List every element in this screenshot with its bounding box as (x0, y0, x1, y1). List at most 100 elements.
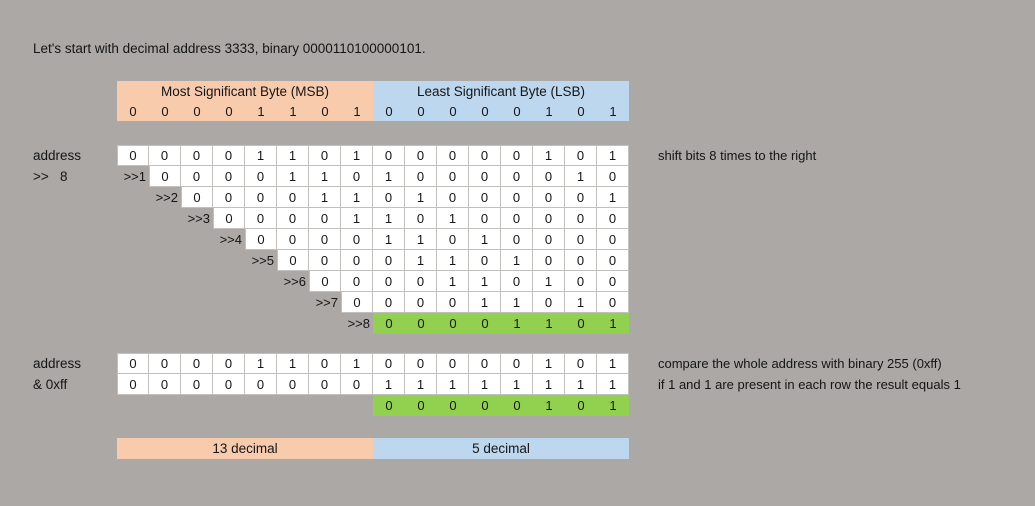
bit-cell: 1 (341, 353, 373, 374)
bit-cell: 0 (213, 101, 245, 121)
bit-cell: 0 (405, 395, 437, 416)
bit-cell: 0 (437, 292, 469, 313)
bit-cell: 1 (373, 166, 405, 187)
intro-text: Let's start with decimal address 3333, b… (33, 41, 426, 56)
bit-cell: 0 (501, 353, 533, 374)
msb-decimal-value: 13 decimal (117, 438, 373, 459)
bit-cell: 0 (277, 229, 309, 250)
shift-label: >>5 (251, 253, 274, 268)
bit-cell: 1 (597, 101, 629, 121)
bit-cell: 0 (341, 374, 373, 395)
spacer-cell (181, 292, 213, 313)
bit-cell: 0 (309, 145, 341, 166)
bit-cell: 0 (309, 101, 341, 121)
bit-cell: 0 (437, 229, 469, 250)
bit-cell: 0 (181, 187, 213, 208)
spacer-cell (181, 250, 213, 271)
bit-cell: 0 (437, 101, 469, 121)
spacer-cell (181, 395, 213, 416)
spacer-cell (117, 271, 149, 292)
bit-cell: 0 (309, 229, 341, 250)
bit-cell: 0 (213, 187, 245, 208)
bit-cell: 0 (373, 292, 405, 313)
bit-cell: 0 (469, 313, 501, 334)
bit-cell: 1 (501, 313, 533, 334)
bit-cell: 0 (373, 271, 405, 292)
bit-cell: 0 (437, 166, 469, 187)
bit-cell: 1 (405, 229, 437, 250)
spacer-cell (117, 187, 149, 208)
bit-cell: 1 (405, 374, 437, 395)
bit-cell: 0 (277, 208, 309, 229)
shift-table: 0 0 0 0 1 1 0 1 0 0 0 0 0 1 0 1 >>1 0 0 0 0 1 1 0 1 0 0 0 0 0 1 0 >>2 0 0 0… (117, 145, 629, 334)
bit-cell: 0 (437, 395, 469, 416)
bit-cell: 0 (149, 145, 181, 166)
spacer-cell (117, 292, 149, 313)
bit-cell: 0 (245, 166, 277, 187)
spacer-cell (245, 313, 277, 334)
spacer-cell (181, 229, 213, 250)
bit-cell: 0 (309, 353, 341, 374)
bit-cell: 0 (277, 374, 309, 395)
bit-cell: 1 (533, 271, 565, 292)
bit-cell: 1 (405, 187, 437, 208)
bit-cell: 1 (341, 101, 373, 121)
bit-cell: 0 (501, 271, 533, 292)
bit-cell: 0 (149, 101, 181, 121)
bit-cell: 0 (565, 187, 597, 208)
bit-cell: 0 (117, 353, 149, 374)
spacer-cell (213, 292, 245, 313)
bit-cell: 0 (565, 145, 597, 166)
bit-cell: 0 (501, 187, 533, 208)
shift-label: >>4 (219, 232, 242, 247)
bit-cell: 1 (245, 145, 277, 166)
bit-cell: 1 (405, 250, 437, 271)
bit-cell: 1 (341, 208, 373, 229)
spacer-cell (245, 271, 277, 292)
bit-cell: 1 (533, 374, 565, 395)
bit-cell: 0 (213, 374, 245, 395)
bit-cell: 0 (405, 292, 437, 313)
bit-cell: 0 (533, 292, 565, 313)
bit-cell: 0 (373, 250, 405, 271)
bit-cell: 1 (437, 208, 469, 229)
spacer-cell (117, 313, 149, 334)
spacer-cell (309, 395, 341, 416)
bit-cell: 0 (309, 250, 341, 271)
spacer-cell (245, 292, 277, 313)
spacer-cell (213, 313, 245, 334)
shift-label: >>7 (315, 295, 338, 310)
bit-cell: 0 (341, 229, 373, 250)
bit-cell: 1 (597, 145, 629, 166)
bit-cell: 1 (533, 353, 565, 374)
bit-cell: 0 (373, 145, 405, 166)
bit-cell: 0 (533, 208, 565, 229)
bit-cell: 1 (565, 292, 597, 313)
bit-cell: 0 (277, 187, 309, 208)
bit-cell: 0 (533, 166, 565, 187)
bit-cell: 0 (405, 166, 437, 187)
spacer-cell (245, 395, 277, 416)
bit-cell: 0 (565, 208, 597, 229)
bit-cell: 0 (597, 271, 629, 292)
bit-cell: 1 (245, 101, 277, 121)
bit-cell: 1 (501, 374, 533, 395)
spacer-cell (181, 271, 213, 292)
bit-cell: 0 (181, 145, 213, 166)
bit-cell: 0 (245, 229, 277, 250)
bit-cell: 0 (533, 250, 565, 271)
bit-cell: 0 (565, 395, 597, 416)
spacer-cell (213, 250, 245, 271)
bit-cell: 1 (277, 101, 309, 121)
spacer-cell (181, 313, 213, 334)
bit-cell: 0 (469, 250, 501, 271)
bit-cell: 0 (149, 353, 181, 374)
bit-cell: 0 (533, 187, 565, 208)
lsb-header-label: Least Significant Byte (LSB) (373, 81, 629, 101)
bit-cell: 1 (597, 313, 629, 334)
spacer-cell (149, 292, 181, 313)
bit-cell: 0 (405, 353, 437, 374)
bit-cell: 0 (597, 292, 629, 313)
bit-cell: 1 (533, 313, 565, 334)
bit-cell: 0 (565, 353, 597, 374)
